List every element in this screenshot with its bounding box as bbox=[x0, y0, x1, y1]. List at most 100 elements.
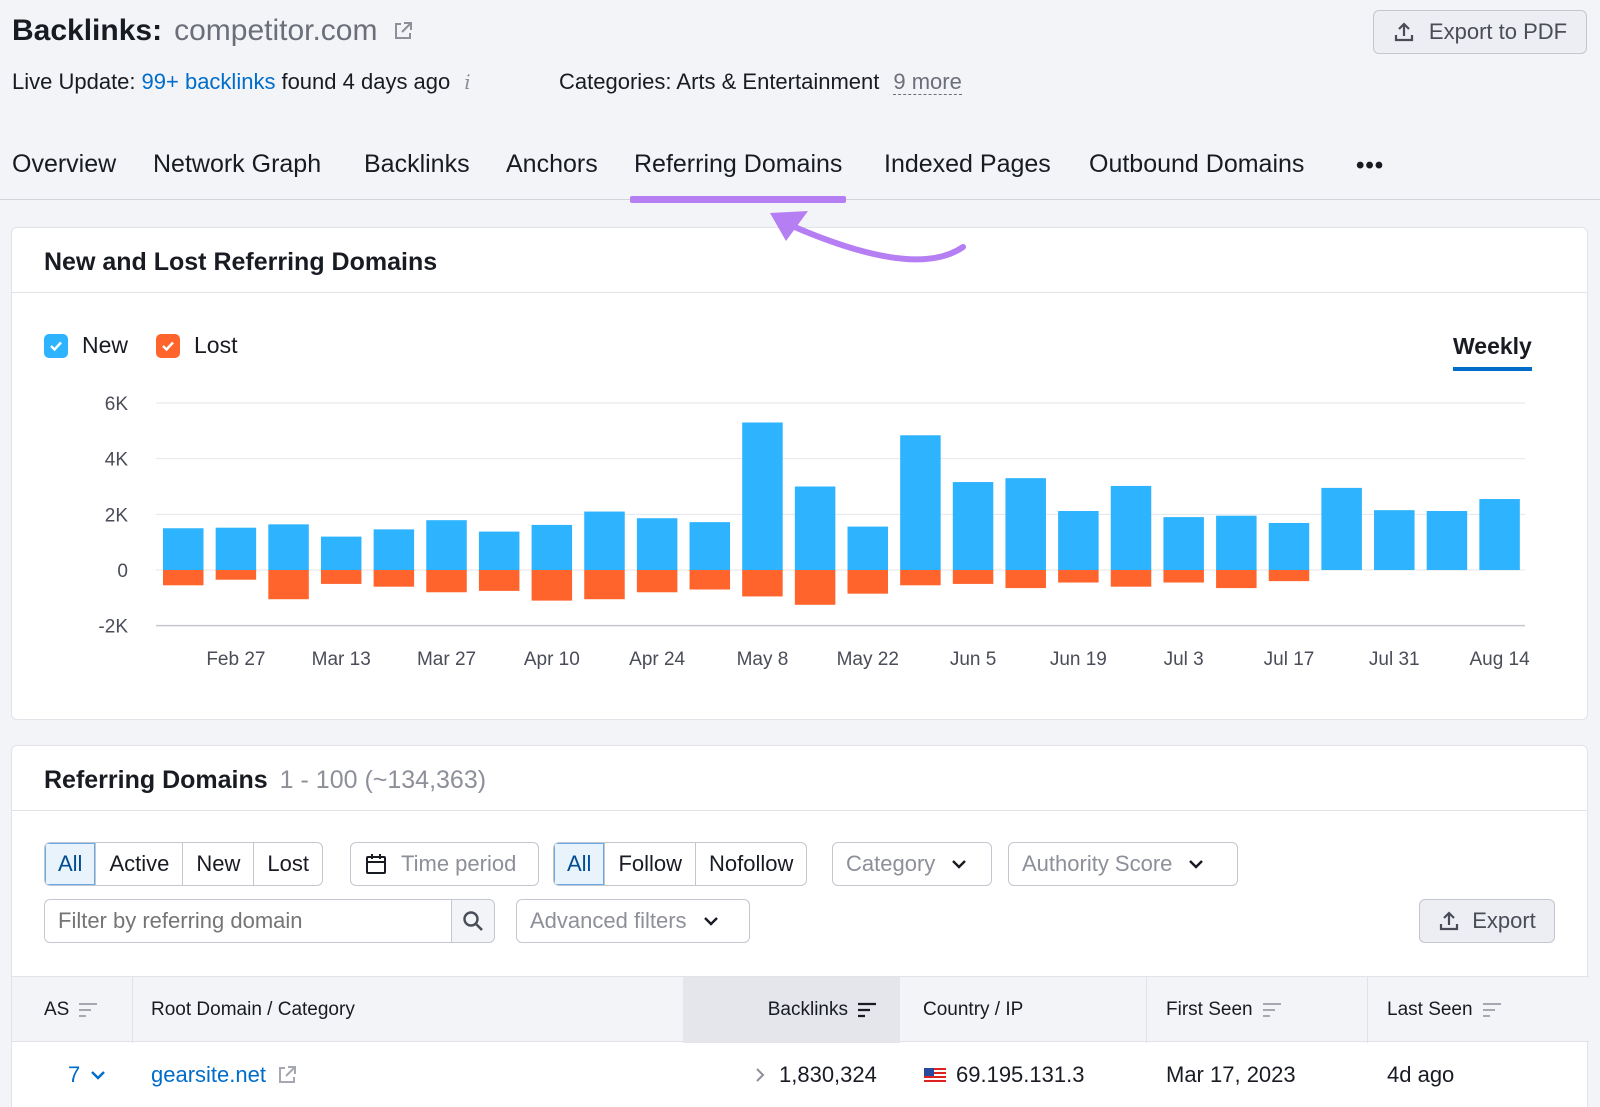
categories-more-link[interactable]: 9 more bbox=[893, 69, 962, 95]
tab-network-graph[interactable]: Network Graph bbox=[153, 150, 322, 178]
search-icon bbox=[463, 911, 483, 931]
tab-bar: Overview Network Graph Backlinks Anchors… bbox=[0, 150, 1600, 203]
sort-icon[interactable] bbox=[1262, 1002, 1281, 1018]
bar-new bbox=[163, 528, 204, 570]
period-weekly-tab[interactable]: Weekly bbox=[1453, 333, 1532, 371]
live-update: Live Update: 99+ backlinks found 4 days … bbox=[12, 69, 471, 95]
status-new-button[interactable]: New bbox=[182, 843, 253, 885]
checkbox-lost-icon[interactable] bbox=[156, 333, 180, 358]
ip-value: 69.195.131.3 bbox=[956, 1062, 1085, 1087]
legend-lost[interactable]: Lost bbox=[156, 332, 237, 359]
domain-cell: gearsite.net bbox=[151, 1042, 298, 1107]
column-separator bbox=[1367, 977, 1368, 1043]
y-tick-label: 4K bbox=[105, 450, 129, 471]
authority-score-dropdown[interactable]: Authority Score bbox=[1008, 842, 1238, 886]
column-root-domain[interactable]: Root Domain / Category bbox=[151, 999, 355, 1020]
column-backlinks[interactable]: Backlinks bbox=[683, 977, 900, 1043]
tab-overview[interactable]: Overview bbox=[12, 150, 117, 178]
x-tick-label: Mar 27 bbox=[417, 649, 476, 670]
external-link-icon[interactable] bbox=[276, 1064, 298, 1086]
status-lost-button[interactable]: Lost bbox=[253, 843, 322, 885]
column-first-seen[interactable]: First Seen bbox=[1166, 977, 1281, 1043]
y-tick-label: 6K bbox=[105, 394, 129, 415]
categories: Categories: Arts & Entertainment 9 more bbox=[559, 69, 962, 95]
bar-new bbox=[1374, 510, 1415, 570]
bar-new bbox=[794, 486, 836, 570]
bar-lost bbox=[478, 570, 520, 591]
bar-new bbox=[1479, 499, 1520, 570]
us-flag-icon bbox=[924, 1067, 946, 1083]
x-tick-label: Apr 24 bbox=[629, 649, 685, 670]
sort-active-icon[interactable] bbox=[858, 1002, 876, 1018]
bar-new bbox=[1321, 487, 1362, 570]
export-pdf-label: Export to PDF bbox=[1428, 19, 1568, 44]
column-country-ip[interactable]: Country / IP bbox=[923, 999, 1024, 1020]
export-button[interactable]: Export bbox=[1419, 899, 1555, 943]
status-active-button[interactable]: Active bbox=[95, 843, 182, 885]
column-first-seen-label: First Seen bbox=[1166, 999, 1253, 1020]
checkbox-new-icon[interactable] bbox=[44, 333, 68, 358]
bar-lost bbox=[1005, 570, 1046, 589]
column-as[interactable]: AS bbox=[44, 977, 98, 1043]
bar-lost bbox=[163, 570, 204, 586]
advanced-filters-dropdown[interactable]: Advanced filters bbox=[516, 899, 750, 943]
x-tick-label: May 8 bbox=[737, 649, 789, 670]
bar-lost bbox=[584, 570, 625, 600]
more-tabs-icon[interactable]: ••• bbox=[1356, 152, 1385, 179]
annotation-arrow-icon bbox=[770, 211, 966, 263]
bar-lost bbox=[320, 570, 362, 584]
column-backlinks-label: Backlinks bbox=[767, 999, 848, 1020]
column-last-seen[interactable]: Last Seen bbox=[1387, 977, 1501, 1043]
link-nofollow-button[interactable]: Nofollow bbox=[695, 843, 806, 885]
upload-icon bbox=[1394, 22, 1414, 42]
table-card-title: Referring Domains 1 - 100 (~134,363) bbox=[44, 766, 486, 795]
bar-new bbox=[636, 518, 678, 570]
page-header: Backlinks: competitor.com bbox=[12, 14, 414, 48]
sort-icon[interactable] bbox=[79, 1002, 98, 1018]
export-pdf-button[interactable]: Export to PDF bbox=[1373, 10, 1587, 54]
tab-outbound-domains[interactable]: Outbound Domains bbox=[1089, 150, 1305, 178]
filter-domain-input[interactable] bbox=[44, 899, 452, 943]
info-icon[interactable]: i bbox=[464, 70, 471, 94]
search-button[interactable] bbox=[451, 899, 495, 943]
tab-backlinks[interactable]: Backlinks bbox=[364, 150, 470, 178]
backlinks-cell[interactable]: 1,830,324 bbox=[755, 1042, 877, 1107]
status-all-button[interactable]: All bbox=[45, 843, 96, 885]
live-update-link[interactable]: 99+ backlinks bbox=[141, 69, 276, 94]
bar-lost bbox=[1058, 570, 1099, 583]
bar-new bbox=[373, 529, 415, 570]
sort-icon[interactable] bbox=[1482, 1002, 1501, 1018]
new-lost-domains-card: New and Lost Referring Domains New Lost … bbox=[11, 227, 1588, 720]
link-follow-button[interactable]: Follow bbox=[604, 843, 695, 885]
time-period-dropdown[interactable]: Time period bbox=[350, 842, 539, 886]
tab-referring-domains[interactable]: Referring Domains bbox=[629, 150, 847, 203]
status-filter-group: All Active New Lost bbox=[44, 842, 323, 886]
bar-lost bbox=[689, 570, 731, 590]
tab-anchors[interactable]: Anchors bbox=[506, 150, 598, 178]
bar-lost bbox=[952, 570, 994, 584]
calendar-icon bbox=[366, 854, 386, 874]
column-as-label: AS bbox=[44, 999, 70, 1020]
x-tick-label: Jun 5 bbox=[950, 649, 996, 670]
chevron-right-icon[interactable] bbox=[755, 1067, 765, 1083]
table-row[interactable]: 7 gearsite.net 1,830,324 69.195.131.3 Ma… bbox=[12, 1042, 1589, 1107]
domain-link[interactable]: gearsite.net bbox=[151, 1062, 266, 1087]
tab-indexed-pages[interactable]: Indexed Pages bbox=[884, 150, 1051, 178]
country-ip-cell: 69.195.131.3 bbox=[924, 1042, 1084, 1107]
legend-new[interactable]: New bbox=[44, 332, 128, 359]
x-tick-label: Apr 10 bbox=[524, 649, 580, 670]
column-separator bbox=[1146, 977, 1147, 1043]
bar-new bbox=[847, 526, 888, 570]
card-divider bbox=[12, 810, 1587, 811]
target-domain: competitor.com bbox=[174, 14, 378, 47]
referring-domains-card: Referring Domains 1 - 100 (~134,363) All … bbox=[11, 745, 1589, 1107]
export-label: Export bbox=[1472, 908, 1536, 933]
bar-lost bbox=[1110, 570, 1152, 587]
card-divider bbox=[12, 292, 1587, 293]
external-link-icon[interactable] bbox=[392, 20, 414, 42]
as-cell[interactable]: 7 bbox=[68, 1042, 106, 1107]
category-dropdown[interactable]: Category bbox=[832, 842, 992, 886]
bar-lost bbox=[742, 570, 783, 597]
link-all-button[interactable]: All bbox=[554, 843, 605, 885]
bar-new bbox=[952, 482, 994, 570]
